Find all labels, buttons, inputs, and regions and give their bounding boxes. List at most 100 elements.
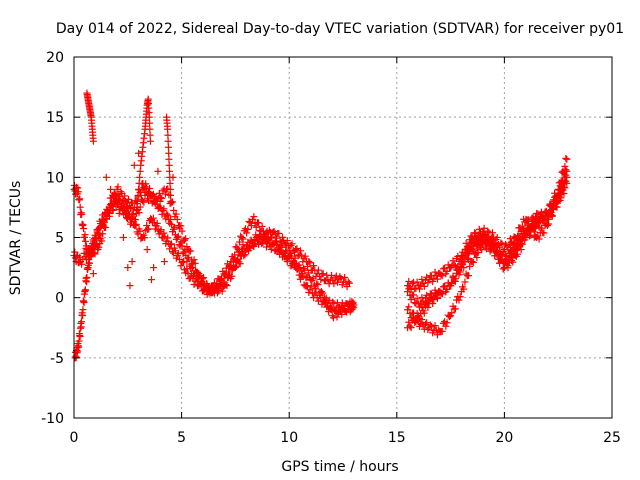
point-track-g <box>535 223 543 231</box>
point-track-a <box>161 190 169 198</box>
point-track-b <box>244 225 252 233</box>
point-track-c <box>314 281 322 289</box>
point-track-f <box>514 232 522 240</box>
point-track-g <box>433 293 441 301</box>
x-tick-label: 15 <box>388 430 406 446</box>
point-track-d <box>407 324 415 332</box>
point-track-c <box>335 304 343 312</box>
point-track-c <box>245 247 253 255</box>
point-spike-3 <box>164 137 172 145</box>
point-spike-3 <box>165 161 173 169</box>
point-track-a <box>304 262 312 270</box>
point-track-e <box>447 312 455 320</box>
point-track-g <box>526 232 534 240</box>
point-track-f <box>540 229 548 237</box>
y-tick-label: -10 <box>41 411 64 427</box>
point-track-f <box>438 272 446 280</box>
point-scatter-noise <box>139 185 147 193</box>
point-track-c <box>329 314 337 322</box>
point-track-c <box>283 247 291 255</box>
point-spike-2 <box>132 209 140 217</box>
point-scatter-noise <box>143 246 151 254</box>
point-track-f <box>543 221 551 229</box>
point-track-f <box>413 278 421 286</box>
point-track-f <box>545 220 553 228</box>
point-track-e <box>460 285 468 293</box>
x-axis-label: GPS time / hours <box>281 459 398 475</box>
point-track-c <box>291 254 299 262</box>
point-track-c <box>257 233 265 241</box>
point-track-a <box>314 266 322 274</box>
point-track-g <box>509 258 517 266</box>
point-track-f <box>418 275 426 283</box>
point-track-a <box>140 198 148 206</box>
point-track-c <box>81 231 89 239</box>
point-track-g <box>492 249 500 257</box>
axis-ticks: 0 5 10 15 20 25 -10 -5 0 5 10 15 20 <box>41 50 621 446</box>
point-track-d <box>502 252 510 260</box>
point-track-e <box>469 258 477 266</box>
point-track-c <box>181 245 189 253</box>
point-track-g <box>480 231 488 239</box>
point-track-b <box>178 258 186 266</box>
point-track-g <box>527 231 535 239</box>
point-track-f <box>508 239 516 247</box>
point-track-b <box>109 206 117 214</box>
point-track-g <box>455 266 463 274</box>
point-scatter-noise <box>111 197 119 205</box>
point-track-c <box>327 306 335 314</box>
point-track-f <box>497 239 505 247</box>
point-track-g <box>499 265 507 273</box>
point-track-c <box>350 303 358 311</box>
point-scatter-noise <box>126 282 134 290</box>
point-track-a <box>301 252 309 260</box>
point-track-c <box>191 267 199 275</box>
point-track-g <box>413 295 421 303</box>
point-track-g <box>561 178 569 186</box>
point-track-c <box>200 286 208 294</box>
y-axis-label: SDTVAR / TECUs <box>8 181 24 296</box>
point-track-c <box>146 184 154 192</box>
point-track-g <box>407 296 415 304</box>
point-track-g <box>461 252 469 260</box>
point-scatter-noise <box>128 258 136 266</box>
point-track-c <box>90 249 98 257</box>
point-track-c <box>85 245 93 253</box>
point-track-c <box>99 230 107 238</box>
point-track-g <box>451 275 459 283</box>
point-track-e <box>468 258 476 266</box>
point-track-b <box>80 299 88 307</box>
point-spike-3 <box>166 179 174 187</box>
point-track-e <box>448 309 456 317</box>
point-track-a <box>145 197 153 205</box>
point-spike-2 <box>134 191 142 199</box>
point-track-b <box>231 251 239 259</box>
point-track-g <box>518 240 526 248</box>
point-track-d <box>406 322 414 330</box>
point-track-g <box>514 250 522 258</box>
point-track-b <box>79 306 87 314</box>
point-track-g <box>508 257 516 265</box>
point-track-f <box>480 224 488 232</box>
point-track-c <box>241 251 249 259</box>
point-track-g <box>420 300 428 308</box>
point-track-c <box>300 265 308 273</box>
point-track-g <box>438 290 446 298</box>
y-tick-label: -5 <box>50 351 64 367</box>
point-track-f <box>509 240 517 248</box>
point-track-e <box>426 321 434 329</box>
point-track-g <box>437 289 445 297</box>
point-track-e <box>413 313 421 321</box>
point-scatter-noise <box>160 258 168 266</box>
point-track-g <box>410 291 418 299</box>
point-track-e <box>438 327 446 335</box>
point-track-e <box>423 319 431 327</box>
point-track-c <box>81 237 89 245</box>
point-spike-2 <box>146 131 154 139</box>
point-track-b <box>145 225 153 233</box>
point-track-c <box>270 240 278 248</box>
point-track-a <box>170 206 178 214</box>
point-scatter-noise <box>156 197 164 205</box>
point-track-f <box>462 239 470 247</box>
point-track-b <box>79 312 87 320</box>
